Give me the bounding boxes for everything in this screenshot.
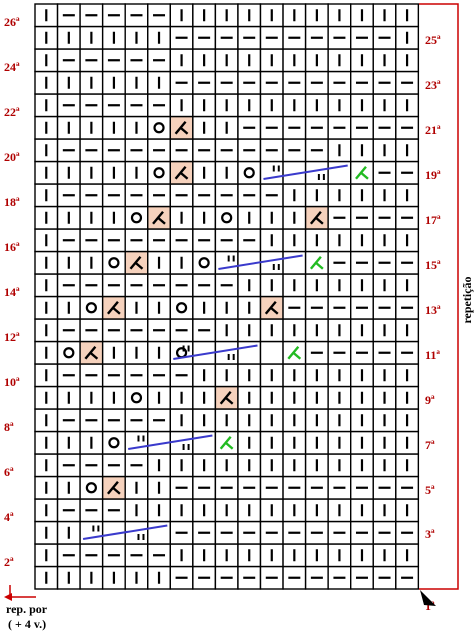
chart-cell [304, 160, 329, 185]
row-label-17: 17ª [425, 213, 441, 227]
chart-grid [34, 3, 420, 590]
yarn-over-symbol [243, 167, 255, 179]
yarn-over-symbol [85, 302, 97, 314]
chart-cell [169, 295, 194, 320]
arrow-left-icon [4, 593, 12, 601]
start-arrow-icon [420, 590, 436, 606]
yarn-over-symbol [63, 347, 75, 359]
chart-cell [192, 250, 217, 275]
green-decrease-symbol [309, 255, 324, 270]
yarn-over-symbol [153, 122, 165, 134]
repeat-bracket [419, 3, 459, 590]
yarn-over-symbol [85, 482, 97, 494]
chart-cell [124, 205, 149, 230]
chart-cell [169, 340, 194, 365]
row-label-3: 3ª [425, 527, 435, 541]
k2tog-symbol [174, 165, 189, 180]
chart-cell [101, 250, 126, 275]
k2tog-symbol [129, 255, 144, 270]
k2tog-symbol [84, 345, 99, 360]
chart-cell [147, 160, 171, 185]
row-label-10: 10ª [4, 375, 20, 389]
yarn-over-symbol [108, 437, 120, 449]
k2tog-symbol [174, 120, 189, 135]
row-label-24: 24ª [4, 60, 20, 74]
row-label-25: 25ª [425, 33, 441, 47]
row-label-19: 19ª [425, 168, 441, 182]
row-label-1: 1ª [425, 599, 435, 613]
yarn-over-symbol [175, 302, 188, 314]
row-label-8: 8ª [4, 420, 14, 434]
chart-cell [214, 250, 239, 275]
cable-cross-symbol [218, 254, 303, 270]
repeat-by-label: rep. por [6, 602, 48, 616]
k2tog-symbol [219, 390, 234, 405]
green-decrease-symbol [219, 435, 234, 450]
chart-cell [214, 205, 239, 230]
cable-cross-symbol [82, 524, 168, 540]
row-label-7: 7ª [425, 438, 435, 452]
cable-cross-symbol [263, 164, 348, 180]
row-label-5: 5ª [425, 483, 435, 497]
k2tog-symbol [107, 480, 121, 495]
k2tog-symbol [152, 210, 166, 225]
green-decrease-symbol [287, 345, 302, 360]
stitch-symbols [45, 9, 414, 584]
row-label-16: 16ª [4, 240, 20, 254]
green-decrease-symbol [355, 165, 369, 180]
row-label-12: 12ª [4, 330, 20, 344]
chart-cell [79, 475, 104, 500]
cable-cross-symbol [128, 434, 213, 450]
chart-cell [101, 430, 126, 455]
chart-cell [259, 250, 284, 275]
chart-cell [259, 160, 284, 185]
bottom-repeat-bracket [9, 585, 36, 598]
yarn-over-symbol [221, 212, 233, 224]
row-label-14: 14ª [4, 285, 20, 299]
row-label-9: 9ª [425, 393, 435, 407]
yarn-over-symbol [108, 257, 120, 269]
k2tog-symbol [264, 300, 279, 315]
chart-cell [147, 115, 171, 140]
row-label-6: 6ª [4, 465, 14, 479]
row-label-22: 22ª [4, 105, 20, 119]
row-label-20: 20ª [4, 150, 20, 164]
k2tog-symbol [107, 300, 121, 315]
chart-cell [259, 340, 284, 365]
yarn-over-symbol [130, 392, 143, 404]
repeat-label: repetição [460, 276, 474, 323]
row-label-2: 2ª [4, 555, 14, 569]
chart-cell [79, 295, 104, 320]
yarn-over-symbol [153, 167, 165, 179]
chart-cell [79, 520, 104, 545]
chart-cell [124, 385, 149, 410]
row-label-13: 13ª [425, 303, 441, 317]
row-label-4: 4ª [4, 510, 14, 524]
chart-cell [237, 160, 262, 185]
yarn-over-symbol [198, 257, 210, 269]
row-label-23: 23ª [425, 78, 441, 92]
row-label-18: 18ª [4, 195, 20, 209]
row-label-11: 11ª [425, 348, 440, 362]
chart-cell [169, 430, 194, 455]
yarn-over-symbol [130, 212, 143, 224]
cable-cross-symbol [173, 344, 258, 360]
chart-cell [214, 340, 239, 365]
chart-cell [56, 340, 81, 365]
k2tog-symbol [309, 210, 324, 225]
row-label-15: 15ª [425, 258, 441, 272]
row-label-26: 26ª [4, 15, 20, 29]
plus-four-label: ( + 4 v.) [8, 617, 46, 631]
row-label-21: 21ª [425, 123, 441, 137]
chart-cell [124, 520, 149, 545]
chart-cell [124, 430, 149, 455]
